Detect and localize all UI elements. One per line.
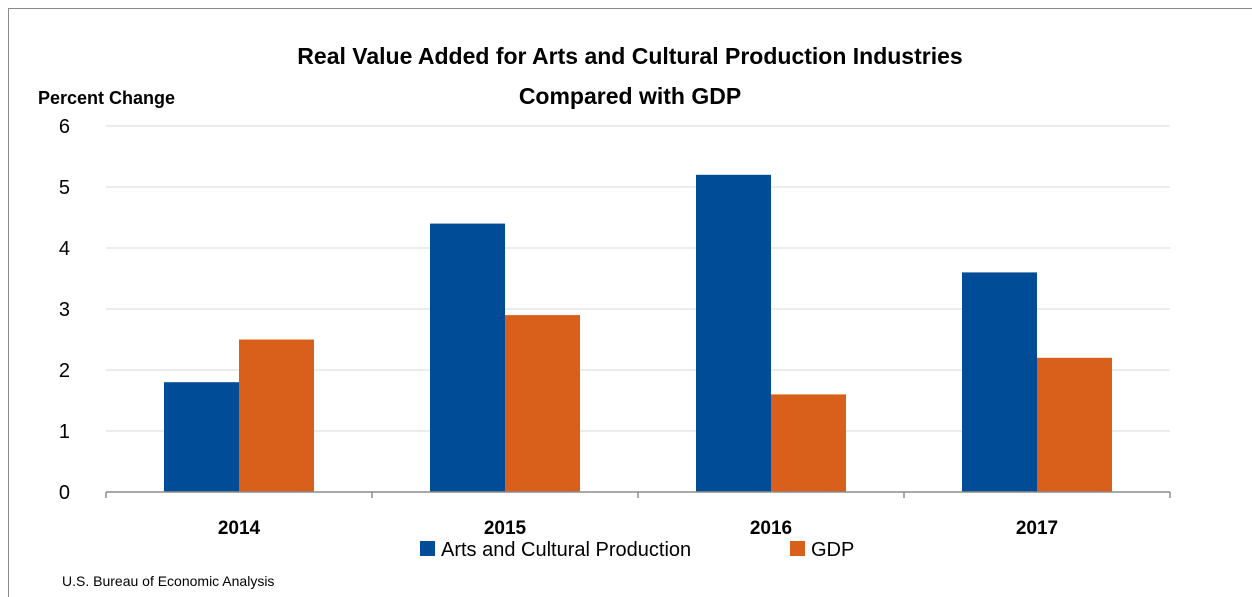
source-note: U.S. Bureau of Economic Analysis <box>62 573 274 589</box>
legend-swatch-arts <box>420 541 435 556</box>
y-tick-label: 0 <box>59 482 70 504</box>
bars <box>164 174 1112 493</box>
legend-swatch-gdp <box>790 541 805 556</box>
bar-arts-2015 <box>430 223 505 492</box>
y-tick-label: 2 <box>59 360 70 382</box>
bar-arts-2016 <box>696 174 771 493</box>
bar-gdp-2015 <box>505 315 580 492</box>
x-tick-label-2016: 2016 <box>750 518 792 539</box>
bar-arts-2017 <box>962 272 1037 492</box>
x-tick-label-2017: 2017 <box>1016 518 1058 539</box>
y-tick-labels: 0 1 2 3 4 5 6 <box>59 116 70 504</box>
bar-gdp-2014 <box>239 339 314 492</box>
y-tick-label: 5 <box>59 177 70 199</box>
chart-frame <box>8 8 1252 597</box>
bar-arts-2014 <box>164 382 239 492</box>
x-tick-labels: 2014 2015 2016 2017 <box>218 518 1058 539</box>
y-tick-label: 3 <box>59 299 70 321</box>
legend-label-gdp: GDP <box>811 539 854 561</box>
bar-gdp-2017 <box>1037 357 1112 492</box>
chart-title-line-1: Real Value Added for Arts and Cultural P… <box>297 43 962 69</box>
chart-title-line-2: Compared with GDP <box>519 83 741 109</box>
legend-label-arts: Arts and Cultural Production <box>441 539 691 561</box>
y-tick-label: 1 <box>59 421 70 443</box>
y-axis-label: Percent Change <box>38 88 175 108</box>
x-axis <box>105 491 1171 498</box>
y-tick-label: 6 <box>59 116 70 138</box>
legend: Arts and Cultural Production GDP <box>420 539 854 561</box>
y-tick-label: 4 <box>59 238 70 260</box>
x-tick-label-2015: 2015 <box>484 518 527 539</box>
bar-gdp-2016 <box>771 394 846 492</box>
x-tick-label-2014: 2014 <box>218 518 261 539</box>
